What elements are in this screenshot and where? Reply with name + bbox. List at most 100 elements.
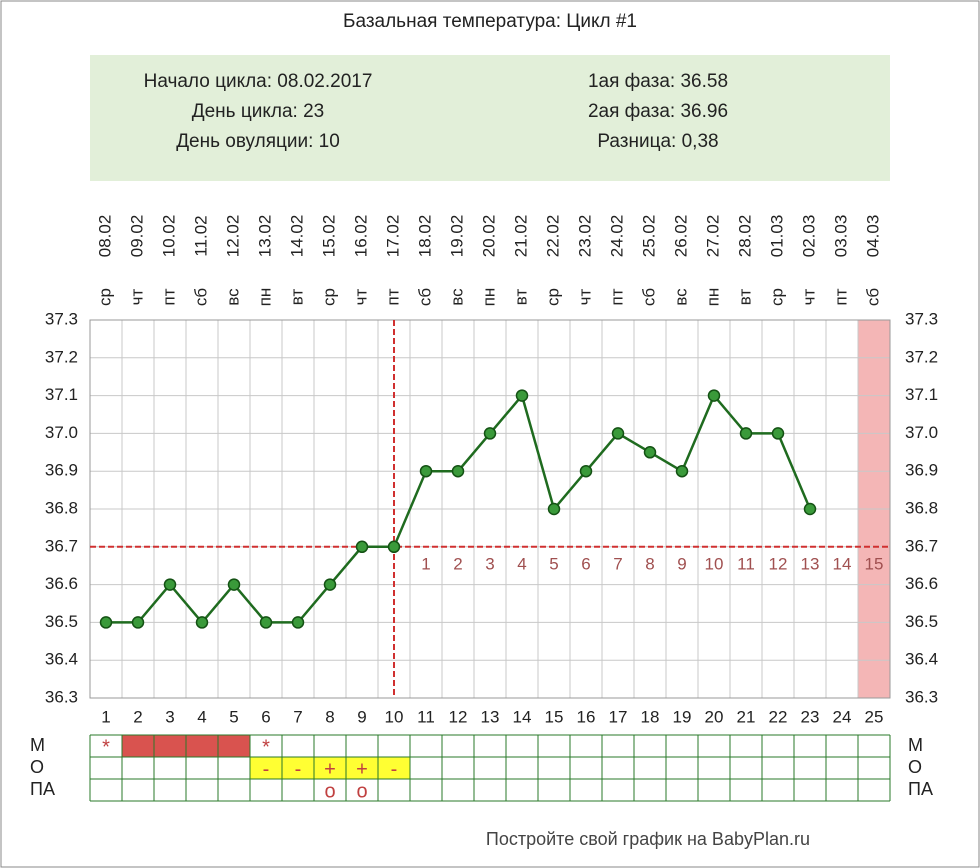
row-fill [378, 757, 410, 779]
plot-border [89, 319, 891, 699]
point [99, 616, 113, 629]
phase-day: 4 [517, 554, 526, 573]
phase-day: 7 [613, 554, 622, 573]
weekday-label: ср [543, 288, 562, 306]
day-label: 11 [417, 707, 435, 726]
info-left: День цикла: 23 [192, 101, 324, 122]
point [259, 616, 273, 629]
day-label: 13 [481, 707, 500, 726]
point [195, 616, 209, 629]
point [803, 502, 817, 516]
weekday-label: вс [447, 288, 466, 306]
y2-tick-label: 36.8 [905, 498, 938, 517]
row-fill [186, 735, 218, 757]
day-label: 14 [513, 707, 532, 726]
day-label: 7 [293, 707, 302, 726]
point [643, 446, 657, 459]
day-label: 2 [133, 707, 142, 726]
point [675, 464, 689, 478]
day-label: 9 [357, 707, 366, 726]
point [771, 427, 785, 440]
phase-day: 11 [737, 554, 755, 573]
weekday-label: чт [351, 288, 370, 305]
row-mark: * [262, 736, 270, 758]
y2-tick-label: 37.2 [905, 347, 938, 366]
y2-tick-label: 36.4 [905, 650, 938, 669]
row-mark: - [295, 758, 302, 780]
y-tick-label: 37.3 [45, 309, 78, 328]
y2-tick-label: 36.5 [905, 612, 938, 631]
y-tick-label: 37.0 [45, 423, 78, 442]
point [547, 502, 561, 516]
weekday-label: пт [831, 288, 850, 305]
date-label: 16.02 [351, 215, 370, 258]
y2-tick-label: 36.3 [905, 687, 938, 706]
row-label: ПА [30, 779, 55, 799]
row-mark: + [356, 758, 368, 780]
y-tick-label: 36.4 [45, 650, 78, 669]
row-label: М [30, 735, 45, 755]
y-tick-label: 36.7 [45, 536, 78, 555]
day-label: 10 [385, 707, 404, 726]
weekday-label: сб [415, 288, 434, 307]
day-label: 5 [229, 707, 238, 726]
weekday-label: вт [735, 289, 754, 306]
point [611, 427, 625, 440]
day-label: 24 [833, 707, 852, 726]
day-label: 4 [197, 707, 206, 726]
y2-tick-label: 37.1 [905, 385, 938, 404]
weekday-label: сб [191, 288, 210, 307]
weekday-label: вт [287, 289, 306, 306]
point [227, 578, 241, 591]
date-label: 21.02 [511, 215, 530, 258]
date-label: 24.02 [607, 215, 626, 258]
day-label: 20 [705, 707, 724, 726]
phase-day: 1 [421, 554, 430, 573]
weekday-label: пн [479, 288, 498, 307]
weekday-label: сб [639, 288, 658, 307]
weekday-label: вт [511, 289, 530, 306]
phase-day: 15 [865, 554, 884, 573]
date-label: 18.02 [415, 215, 434, 258]
day-label: 12 [449, 707, 468, 726]
row-fill [218, 735, 250, 757]
info-left: День овуляции: 10 [176, 131, 340, 152]
date-label: 19.02 [447, 215, 466, 258]
row-label-right: М [908, 735, 923, 755]
weekday-label: вс [671, 288, 690, 306]
row-mark: * [102, 736, 110, 758]
y-tick-label: 36.3 [45, 687, 78, 706]
phase-day: 3 [485, 554, 494, 573]
date-label: 01.03 [767, 215, 786, 258]
row-fill [282, 757, 314, 779]
info-box [90, 55, 890, 181]
weekday-label: чт [575, 288, 594, 305]
weekday-label: пт [607, 288, 626, 305]
point [131, 616, 145, 629]
phase-day: 2 [453, 554, 462, 573]
y-tick-label: 37.2 [45, 347, 78, 366]
day-label: 21 [737, 707, 756, 726]
weekday-label: чт [127, 288, 146, 305]
row-fill [154, 735, 186, 757]
y2-tick-label: 36.9 [905, 461, 938, 480]
info-right: 1ая фаза: 36.58 [588, 71, 728, 92]
day-label: 3 [165, 707, 174, 726]
date-label: 10.02 [159, 215, 178, 258]
day-label: 15 [545, 707, 564, 726]
weekday-label: чт [799, 288, 818, 305]
weekday-label: пн [703, 288, 722, 307]
date-label: 13.02 [255, 215, 274, 258]
y2-tick-label: 37.3 [905, 309, 938, 328]
date-label: 03.03 [831, 215, 850, 258]
phase-day: 9 [677, 554, 686, 573]
row-mark: o [324, 780, 335, 802]
date-label: 23.02 [575, 215, 594, 258]
weekday-label: пт [383, 288, 402, 305]
row-label-right: О [908, 757, 922, 777]
weekday-label: ср [767, 288, 786, 306]
row-mark: - [263, 758, 270, 780]
date-label: 25.02 [639, 215, 658, 258]
phase-day: 8 [645, 554, 654, 573]
